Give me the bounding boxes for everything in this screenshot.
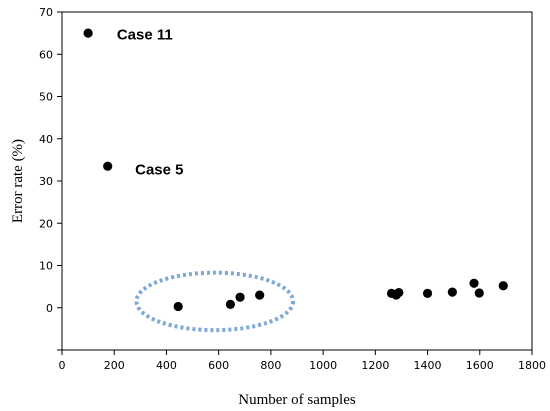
plot-frame [61, 11, 533, 351]
x-tick-label: 1600 [466, 359, 494, 372]
x-axis-title: Number of samples [238, 392, 356, 408]
annotation-case-5: Case 5 [135, 162, 183, 179]
x-tick-label: 400 [156, 359, 177, 372]
data-point [469, 278, 479, 288]
data-point [173, 301, 183, 312]
data-point [447, 287, 457, 297]
highlight-ellipse [134, 270, 296, 333]
x-tick-label: 600 [208, 359, 229, 372]
data-point [255, 290, 265, 300]
data-point [235, 292, 245, 302]
x-tick-label: 800 [260, 359, 281, 372]
y-tick-label: 0 [46, 302, 53, 315]
y-tick-label: 40 [39, 133, 53, 146]
data-point [394, 287, 404, 298]
y-tick-label: 60 [39, 48, 53, 61]
data-point [474, 288, 484, 298]
x-tick-label: 1000 [309, 359, 337, 372]
data-point [498, 281, 508, 291]
y-tick-label: 10 [39, 260, 53, 273]
x-tick-label: 1200 [361, 359, 389, 372]
y-axis-title: Error rate (%) [10, 139, 26, 223]
y-tick-label: 70 [39, 6, 53, 19]
y-tick-label: 30 [39, 175, 53, 188]
x-tick-label: 1400 [414, 359, 442, 372]
data-point [422, 288, 433, 298]
x-tick-label: 200 [104, 359, 125, 372]
y-tick-label: 20 [39, 217, 53, 230]
data-point [103, 161, 113, 171]
y-tick-label: 50 [39, 91, 53, 104]
data-point [83, 28, 93, 38]
x-tick-label: 1800 [518, 359, 546, 372]
data-point [225, 299, 236, 309]
annotation-case-11: Case 11 [117, 26, 173, 43]
x-tick-label: 0 [59, 359, 66, 372]
